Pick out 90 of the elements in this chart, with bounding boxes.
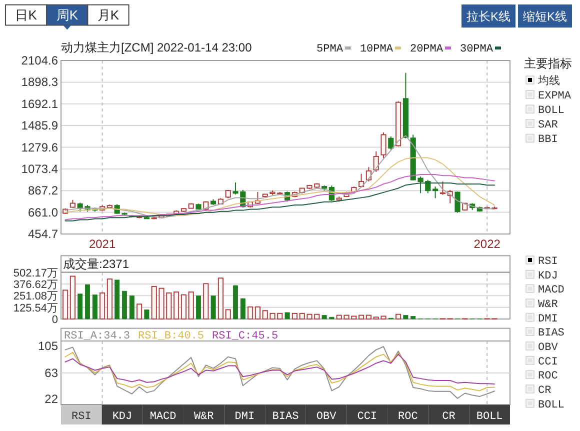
y-tick-label: 502.17万 bbox=[13, 267, 58, 280]
category-label: BIAS bbox=[272, 410, 300, 423]
category-label: 周K bbox=[56, 8, 78, 23]
category-label: MACD bbox=[150, 410, 177, 423]
checkbox: CR bbox=[526, 384, 552, 397]
button: 缩短K线 bbox=[518, 4, 572, 28]
tab: ROC bbox=[388, 405, 428, 424]
category-label: BBI bbox=[538, 134, 558, 146]
tab: W&R bbox=[183, 405, 224, 424]
category-label: CR bbox=[442, 410, 456, 423]
checkbox: KDJ bbox=[526, 270, 558, 282]
category-label: CR bbox=[538, 384, 552, 397]
button: 拉长K线 bbox=[462, 4, 516, 28]
checkbox: BIAS bbox=[526, 327, 564, 340]
category-label: 缩短K线 bbox=[522, 9, 568, 24]
x-tick-label: 2022 bbox=[474, 237, 501, 251]
button: 日K bbox=[5, 4, 48, 26]
category-label: ROC bbox=[398, 410, 418, 423]
tab: MACD bbox=[142, 405, 184, 424]
category-label: BOLL bbox=[538, 105, 564, 118]
category-label: RSI bbox=[538, 256, 558, 268]
checkbox: ROC bbox=[526, 370, 558, 383]
y-tick-label: 2104.6 bbox=[21, 54, 58, 68]
category-label: EXPMA bbox=[538, 90, 572, 103]
category-label: BOLL bbox=[538, 399, 564, 412]
y-tick-label: 22 bbox=[44, 392, 58, 406]
category-label: DMI bbox=[234, 410, 255, 423]
tab: BIAS bbox=[265, 405, 306, 424]
chart-title: 成交量:2371 bbox=[63, 257, 130, 271]
category-label: RSI bbox=[72, 410, 92, 423]
tab: BOLL bbox=[469, 405, 510, 424]
category-label: BOLL bbox=[476, 410, 503, 423]
text: 主要指标 bbox=[524, 56, 572, 70]
tab: KDJ bbox=[102, 405, 143, 424]
category-label: 日K bbox=[15, 8, 38, 23]
checkbox: 均线 bbox=[526, 76, 560, 88]
legend-label: 30PMA bbox=[460, 44, 494, 56]
y-tick-label: 867.2 bbox=[28, 184, 58, 198]
y-tick-label: 1898.3 bbox=[21, 75, 58, 90]
checkbox: BOLL bbox=[526, 398, 564, 412]
y-tick-label: 1073.4 bbox=[21, 162, 58, 176]
category-label: SAR bbox=[538, 120, 558, 132]
category-label: KDJ bbox=[112, 410, 132, 423]
checkbox: CCI bbox=[526, 356, 558, 368]
y-tick-label: 251.08万 bbox=[13, 290, 58, 303]
tab: OBV bbox=[306, 405, 347, 424]
category-label: W&R bbox=[194, 410, 214, 423]
legend-label: 10PMA bbox=[360, 44, 394, 56]
category-label: 月K bbox=[97, 8, 120, 23]
category-label: W&R bbox=[538, 298, 558, 311]
x-tick-label: 2021 bbox=[88, 237, 116, 251]
y-tick-label: 661.0 bbox=[28, 205, 58, 220]
y-tick-label: 105 bbox=[38, 338, 58, 353]
legend-label: 5PMA bbox=[316, 44, 344, 56]
checkbox: DMI bbox=[526, 312, 558, 326]
y-tick-label: 1692.1 bbox=[21, 96, 58, 111]
tab: CCI bbox=[346, 405, 388, 424]
category-label: OBV bbox=[538, 342, 558, 354]
category-label: ROC bbox=[538, 370, 558, 383]
tab: RSI bbox=[61, 405, 102, 424]
tab: DMI bbox=[224, 405, 266, 424]
category-label: CCI bbox=[538, 356, 558, 368]
checkbox: BOLL bbox=[526, 104, 564, 118]
category-label: 均线 bbox=[537, 74, 560, 88]
button: 月K bbox=[87, 4, 130, 26]
y-tick-label: 1279.6 bbox=[21, 140, 58, 154]
y-tick-label: 376.62万 bbox=[13, 278, 58, 291]
y-tick-label: 63 bbox=[44, 366, 58, 380]
checkbox: RSI bbox=[526, 256, 558, 268]
category-label: KDJ bbox=[538, 270, 558, 282]
y-tick-label: 0 bbox=[52, 314, 58, 326]
tab: CR bbox=[428, 405, 470, 424]
checkbox: MACD bbox=[526, 284, 564, 297]
checkbox: SAR bbox=[526, 119, 558, 132]
legend: RSI_A:34.3 RSI_B:40.5 RSI_C:45.5 bbox=[64, 330, 278, 342]
legend-label: 20PMA bbox=[410, 44, 444, 56]
checkbox: BBI bbox=[526, 134, 558, 146]
checkbox: OBV bbox=[526, 342, 558, 354]
category-label: CCI bbox=[357, 410, 378, 423]
category-label: MACD bbox=[538, 284, 565, 297]
y-tick-label: 454.7 bbox=[28, 227, 58, 241]
checkbox: EXPMA bbox=[526, 90, 572, 103]
chart-title: 动力煤主力[ZCM] 2022-01-14 23:00 bbox=[61, 40, 252, 54]
category-label: DMI bbox=[538, 313, 558, 326]
category-label: OBV bbox=[316, 410, 337, 423]
y-tick-label: 125.54万 bbox=[13, 302, 58, 314]
category-label: BIAS bbox=[538, 328, 565, 340]
checkbox: W&R bbox=[526, 298, 558, 311]
y-tick-label: 1485.9 bbox=[21, 118, 58, 133]
category-label: 拉长K线 bbox=[466, 9, 511, 24]
